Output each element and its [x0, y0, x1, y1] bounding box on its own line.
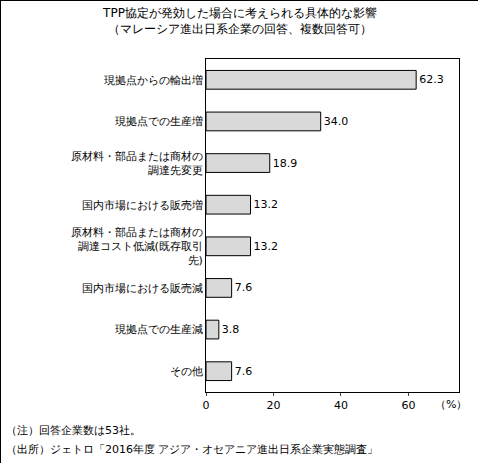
svg-text:20: 20 — [266, 399, 280, 412]
svg-text:現拠点からの輸出増: 現拠点からの輸出増 — [104, 74, 203, 87]
svg-text:現拠点での生産減: 現拠点での生産減 — [115, 323, 203, 336]
svg-text:62.3: 62.3 — [419, 73, 444, 86]
svg-text:0: 0 — [203, 399, 210, 412]
svg-text:原材料・部品または商材の調達コスト低減(既存取引先): 原材料・部品または商材の調達コスト低減(既存取引先) — [71, 226, 203, 268]
svg-text:18.9: 18.9 — [273, 157, 298, 170]
svg-text:13.2: 13.2 — [254, 240, 279, 253]
svg-text:国内市場における販売減: 国内市場における販売減 — [82, 282, 203, 295]
svg-text:原材料・部品または商材の調達先変更: 原材料・部品または商材の調達先変更 — [71, 150, 203, 177]
svg-text:（%）: （%） — [435, 398, 467, 411]
svg-text:（出所）ジェトロ「2016年度 アジア・オセアニア進出日系企: （出所）ジェトロ「2016年度 アジア・オセアニア進出日系企業実態調査」 — [6, 443, 379, 456]
svg-text:60: 60 — [401, 399, 415, 412]
svg-text:その他: その他 — [170, 365, 203, 378]
svg-text:7.6: 7.6 — [235, 281, 253, 294]
svg-text:13.2: 13.2 — [254, 198, 279, 211]
svg-text:（注）回答企業数は53社。: （注）回答企業数は53社。 — [6, 424, 141, 437]
svg-text:40: 40 — [334, 399, 348, 412]
svg-text:34.0: 34.0 — [324, 115, 349, 128]
svg-text:7.6: 7.6 — [235, 365, 253, 378]
svg-text:TPP協定が発効した場合に考えられる具体的な影響（マレーシア: TPP協定が発効した場合に考えられる具体的な影響（マレーシア進出日系企業の回答、… — [102, 6, 377, 36]
svg-text:国内市場における販売増: 国内市場における販売増 — [82, 199, 203, 212]
svg-text:3.8: 3.8 — [222, 323, 240, 336]
svg-text:現拠点での生産増: 現拠点での生産増 — [115, 115, 203, 128]
